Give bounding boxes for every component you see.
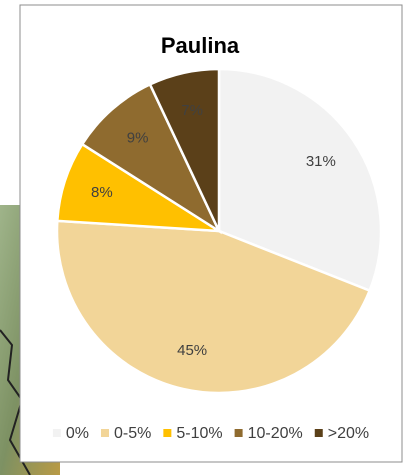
legend-swatch (235, 429, 243, 437)
data-label: 8% (91, 184, 113, 201)
legend-swatch (163, 429, 171, 437)
data-label: 31% (306, 153, 336, 170)
data-label: 45% (177, 342, 207, 359)
legend-swatch (315, 429, 323, 437)
data-label: 9% (127, 130, 149, 147)
legend-swatch (101, 429, 109, 437)
screenshot: Paulina 31% 45% 8% 9% 7% 0% 0-5% 5-10% 10-20% >2… (0, 0, 405, 475)
legend-label: 10-20% (248, 425, 303, 442)
legend-swatch (53, 429, 61, 437)
chart-title: Paulina (161, 33, 240, 58)
data-label: 7% (181, 102, 203, 119)
legend-label: 5-10% (176, 425, 222, 442)
legend-label: >20% (328, 425, 369, 442)
chart: Paulina 31% 45% 8% 9% 7% 0% 0-5% 5-10% 10-20% >2… (0, 0, 405, 475)
legend-label: 0-5% (114, 425, 151, 442)
legend-label: 0% (66, 425, 89, 442)
